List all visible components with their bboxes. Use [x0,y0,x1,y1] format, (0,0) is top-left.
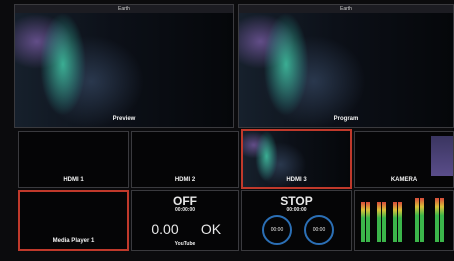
record-panel: STOP 00:00:00 00:00 00:00 [241,190,352,251]
stream-time: 00:00:00 [132,207,238,213]
program-pane: Earth Program [238,4,454,128]
input-label: HDMI 3 [243,177,350,183]
record-timer: 00:00 [304,215,334,245]
meter [393,202,397,242]
meter [398,202,402,242]
input-label: KAMERA [355,177,453,183]
meter [435,198,439,242]
stream-destination: YouTube [132,241,238,247]
meter [420,198,424,242]
input-tile[interactable]: HDMI 2 [131,131,239,188]
record-time: 00:00:00 [242,207,351,213]
meter [382,202,386,242]
input-tile[interactable]: Media Player 1 [18,190,129,251]
input-image [431,136,453,176]
input-tile[interactable]: HDMI 1 [18,131,129,188]
stream-health: OK [190,221,232,237]
input-label: Media Player 1 [20,238,127,244]
stream-status[interactable]: OFF [132,194,238,208]
input-label: HDMI 1 [19,177,128,183]
meter [366,202,370,242]
meter [415,198,419,242]
program-label: Program [239,116,453,122]
input-tile[interactable]: KAMERA [354,131,454,188]
stream-value: 0.00 [140,221,190,237]
record-status[interactable]: STOP [242,194,351,208]
preview-title: Earth [15,5,233,13]
meter [440,198,444,242]
preview-label: Preview [15,116,233,122]
preview-pane: Earth Preview [14,4,234,128]
screen: Earth Preview Earth Program HDMI 1 HDMI … [0,0,454,261]
stream-panel: OFF 00:00:00 0.00 OK YouTube [131,190,239,251]
meter [361,202,365,242]
audio-meters [354,190,454,251]
program-title: Earth [239,5,453,13]
meter [377,202,381,242]
input-tile[interactable]: HDMI 3 [241,129,352,189]
preview-image [15,13,233,127]
input-label: HDMI 2 [132,177,238,183]
program-image [239,13,453,127]
record-timer: 00:00 [262,215,292,245]
